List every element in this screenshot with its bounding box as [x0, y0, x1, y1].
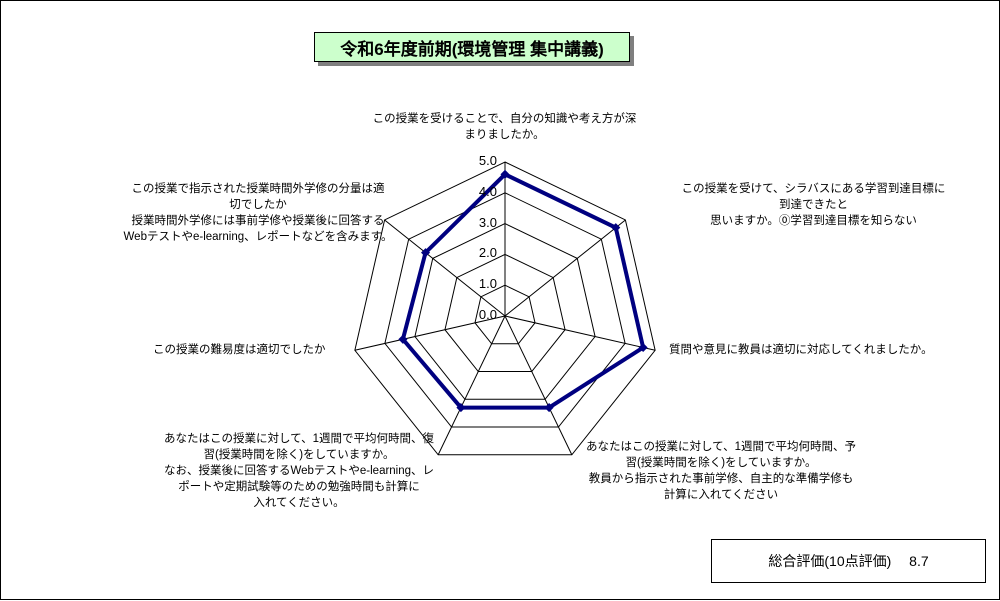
radar-category-label-6: この授業で指示された授業時間外学修の分量は適 切でしたか 授業時間外学修には事前…	[123, 183, 393, 243]
radar-grid	[354, 161, 656, 456]
radar-scale-label-5: 5.0	[478, 153, 497, 168]
radar-category-label-5: この授業の難易度は適切でしたか	[153, 344, 326, 356]
radar-grid-ring	[444, 253, 566, 372]
radar-grid-ring	[474, 284, 536, 345]
radar-series-outline	[400, 171, 646, 410]
radar-axis-spoke	[504, 315, 573, 455]
radar-axis-spoke	[504, 219, 626, 317]
radar-grid-ring	[414, 223, 596, 400]
overall-score-box: 総合評価(10点評価) 8.7	[711, 539, 986, 583]
radar-axis-spoke	[504, 315, 656, 351]
page-title: 令和6年度前期(環境管理 集中講義)	[314, 32, 630, 62]
radar-grid-ring	[384, 192, 626, 428]
radar-series	[400, 171, 646, 410]
radar-category-label-4: あなたはこの授業に対して、1週間で平均何時間、復 習(授業時間を除く)をしていま…	[163, 433, 435, 509]
radar-scale-label-0: 0.0	[478, 307, 497, 322]
radar-category-label-1: この授業を受けて、シラバスにある学習到達目標に 到達できたと 思いますか。⓪学習…	[681, 183, 946, 227]
radar-axis-spoke	[384, 219, 506, 317]
radar-category-label-3: あなたはこの授業に対して、1週間で平均何時間、予 習(授業時間を除く)をしていま…	[586, 441, 856, 501]
radar-axis-spoke	[437, 315, 506, 455]
radar-scale-label-1: 1.0	[478, 276, 497, 292]
radar-scale-label-3: 3.0	[478, 214, 497, 230]
radar-data-point	[544, 403, 554, 413]
radar-axes	[354, 162, 656, 455]
radar-category-label-0: この授業を受けることで、自分の知識や考え方が深 まりましたか。	[372, 113, 637, 141]
radar-category-label-2: 質問や意見に教員は適切に対応してくれましたか。	[669, 344, 933, 356]
radar-axis-spoke	[354, 315, 506, 351]
radar-scale-label-2: 2.0	[478, 245, 497, 261]
radar-grid-ring	[354, 161, 656, 456]
radar-scale-label-4: 4.0	[478, 183, 497, 199]
